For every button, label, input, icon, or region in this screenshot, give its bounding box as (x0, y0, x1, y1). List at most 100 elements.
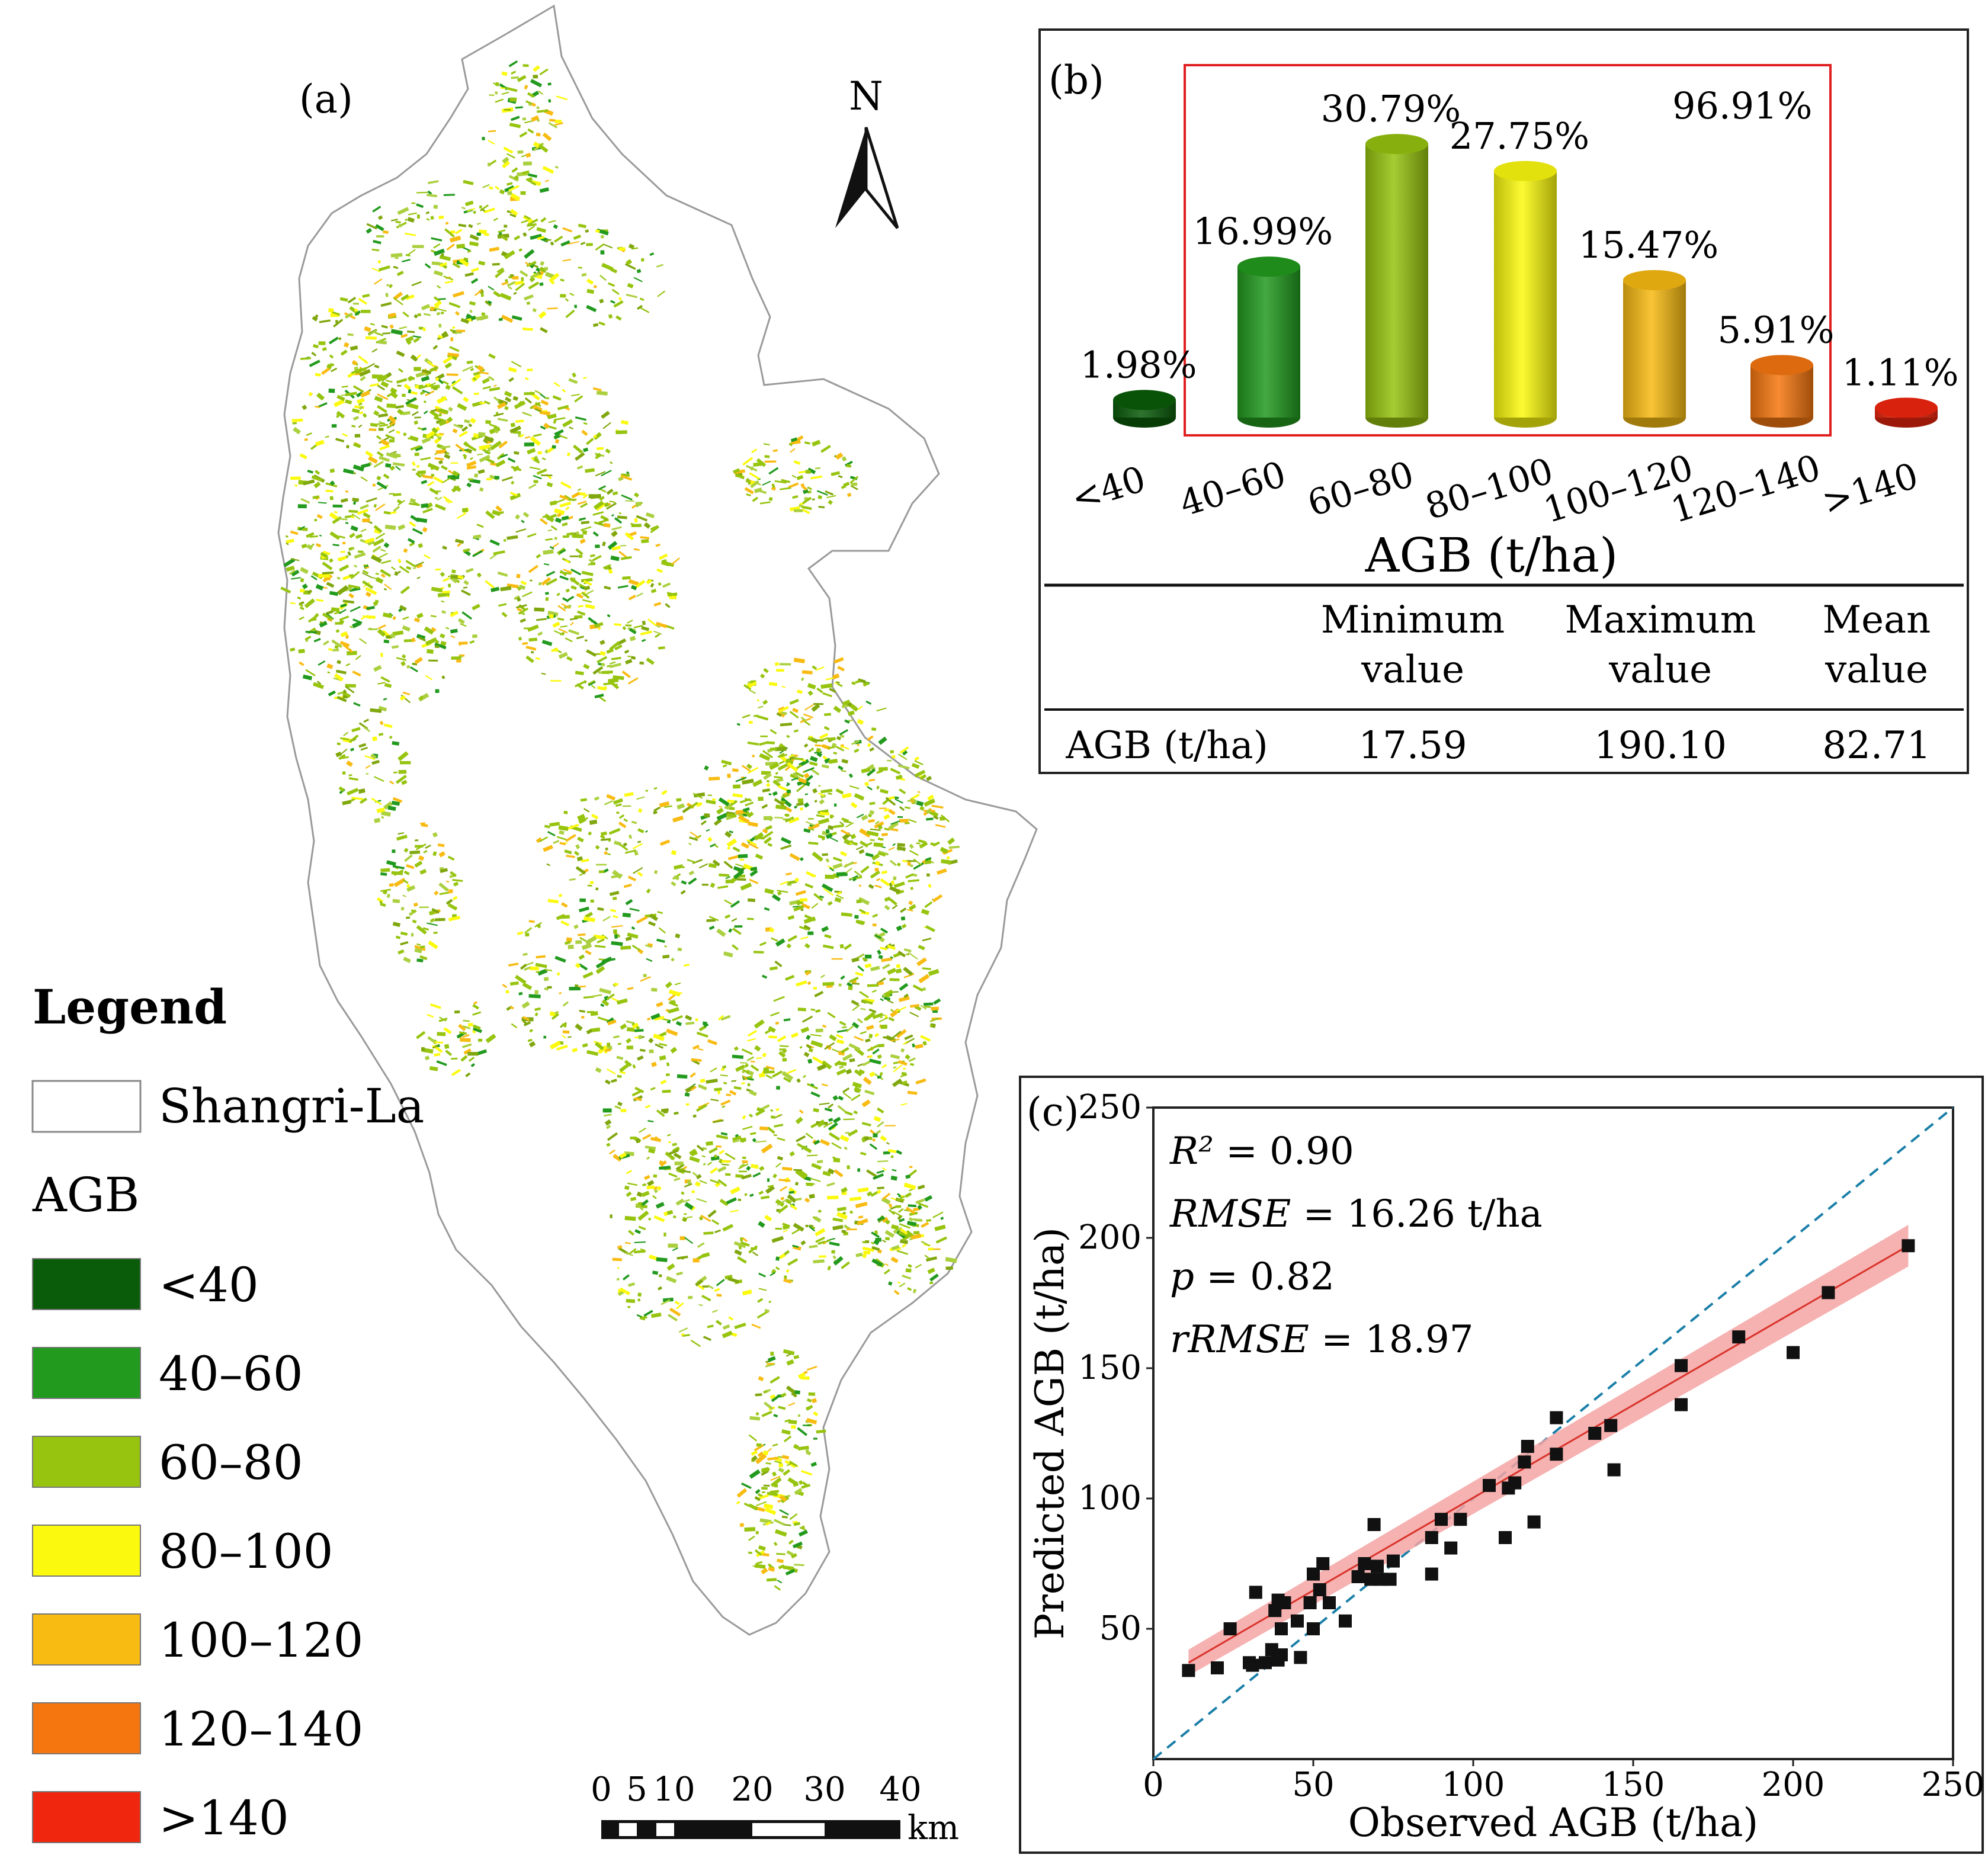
agb-pixel (720, 1132, 728, 1136)
x-tick-label: 250 (1922, 1766, 1985, 1804)
agb-pixel (567, 595, 575, 601)
agb-pixel (318, 402, 328, 408)
agb-pixel (559, 842, 566, 846)
agb-pixel (880, 1024, 888, 1029)
agb-pixel (378, 428, 384, 431)
agb-pixel (810, 1083, 815, 1087)
agb-pixel (630, 656, 636, 660)
agb-pixel (832, 862, 843, 869)
agb-pixel (695, 1018, 698, 1022)
agb-pixel (909, 843, 914, 849)
agb-pixel (926, 873, 930, 877)
agb-pixel (722, 1065, 727, 1069)
agb-pixel (393, 505, 400, 512)
agb-pixel (440, 445, 451, 449)
agb-pixel (889, 1203, 893, 1208)
agb-pixel (471, 267, 479, 272)
agb-pixel (797, 798, 804, 803)
agb-pixel (777, 763, 789, 771)
agb-pixel (750, 1247, 757, 1250)
agb-pixel (463, 396, 469, 403)
agb-pixel (864, 954, 872, 959)
agb-pixel (889, 796, 895, 800)
agb-pixel (320, 551, 328, 559)
agb-pixel (424, 626, 434, 635)
agb-pixel (896, 1029, 907, 1038)
agb-pixel (843, 820, 852, 824)
agb-pixel (821, 926, 829, 932)
agb-pixel (453, 896, 458, 901)
agb-pixel (548, 99, 551, 103)
scatter-point (1483, 1479, 1496, 1492)
agb-pixel (629, 636, 636, 641)
agb-pixel (710, 1156, 720, 1161)
agb-pixel (358, 402, 363, 406)
agb-pixel (682, 1218, 687, 1221)
agb-pixel (536, 554, 541, 559)
agb-pixel (466, 460, 477, 467)
agb-pixel (839, 1065, 844, 1069)
agb-pixel (847, 493, 852, 498)
agb-pixel (538, 90, 544, 95)
agb-pixel (342, 800, 352, 806)
agb-pixel (291, 569, 300, 577)
agb-pixel (919, 775, 923, 778)
agb-pixel (583, 808, 590, 813)
agb-pixel (666, 1028, 678, 1037)
agb-pixel (352, 464, 364, 472)
agb-pixel (542, 132, 552, 142)
legend-title: Legend (33, 979, 227, 1035)
agb-pixel (720, 1074, 728, 1077)
agb-pixel (777, 1035, 787, 1042)
agb-pixel (654, 869, 658, 874)
agb-pixel (822, 981, 835, 986)
agb-pixel (559, 495, 569, 500)
agb-pixel (905, 859, 917, 862)
agb-pixel (832, 1225, 844, 1231)
agb-pixel (418, 385, 422, 387)
agb-pixel (758, 1221, 765, 1228)
agb-pixel (804, 441, 810, 445)
agb-pixel (354, 552, 366, 559)
agb-pixel (509, 274, 514, 277)
agb-pixel (586, 304, 597, 313)
agb-pixel (816, 490, 828, 496)
agb-pixel (740, 1241, 750, 1247)
agb-pixel (488, 186, 493, 190)
agb-pixel (383, 639, 390, 644)
agb-pixel (439, 255, 451, 261)
agb-pixel (664, 805, 673, 808)
agb-pixel (442, 591, 451, 593)
agb-pixel (858, 897, 870, 906)
agb-pixel (878, 824, 883, 830)
agb-pixel (364, 566, 370, 569)
agb-pixel (395, 257, 399, 259)
agb-pixel (552, 621, 560, 628)
agb-pixel (787, 914, 795, 920)
table-row-label: AGB (t/ha) (1065, 724, 1268, 768)
agb-pixel (932, 1009, 938, 1013)
agb-pixel (560, 278, 565, 282)
agb-pixel (611, 656, 621, 660)
agb-pixel (541, 457, 546, 460)
agb-pixel (742, 807, 750, 812)
agb-pixel (531, 102, 537, 107)
agb-pixel (805, 470, 811, 474)
agb-pixel (601, 470, 612, 477)
agb-pixel (717, 1179, 727, 1187)
agb-pixel (833, 752, 838, 755)
agb-pixel (631, 1022, 639, 1029)
agb-pixel (803, 1074, 806, 1079)
agb-pixel (767, 1178, 770, 1182)
agb-pixel (812, 1056, 823, 1064)
agb-pixel (310, 618, 317, 621)
agb-pixel (634, 1250, 646, 1254)
agb-pixel (534, 390, 542, 394)
agb-pixel (797, 1427, 808, 1436)
agb-pixel (703, 1231, 714, 1235)
agb-pixel (595, 960, 606, 969)
agb-pixel (560, 571, 572, 575)
agb-pixel (867, 1191, 873, 1197)
agb-pixel (463, 1020, 470, 1022)
agb-pixel (905, 1206, 915, 1215)
